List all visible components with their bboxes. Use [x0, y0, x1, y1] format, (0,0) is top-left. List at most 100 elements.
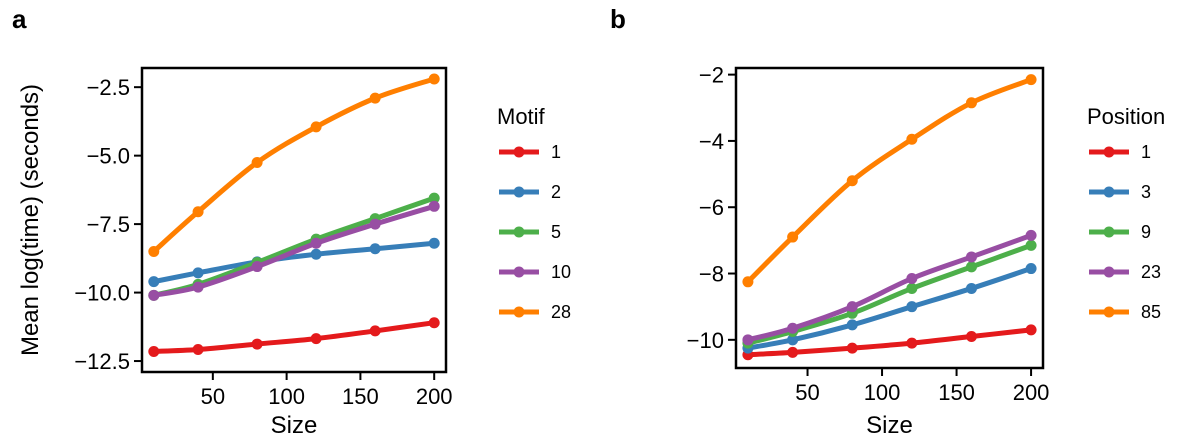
data-point-3 [846, 319, 858, 331]
data-point-3 [1025, 263, 1037, 275]
data-point-3 [787, 334, 799, 346]
legend-label: 5 [551, 222, 561, 242]
data-point-1 [965, 331, 977, 343]
legend-label: 3 [1141, 182, 1151, 202]
data-point-28 [192, 206, 204, 218]
legend-label: 10 [551, 262, 571, 282]
data-point-10 [251, 261, 263, 273]
data-point-2 [310, 248, 322, 260]
legend-swatch-point [1103, 146, 1115, 158]
legend-label: 1 [1141, 142, 1151, 162]
data-point-10 [369, 218, 381, 230]
data-point-2 [369, 243, 381, 255]
legend-swatch-point [1103, 226, 1115, 238]
data-point-23 [846, 301, 858, 313]
legend-label: 85 [1141, 302, 1161, 322]
legend-label: 28 [551, 302, 571, 322]
x-tick-label: 50 [201, 384, 225, 409]
y-tick-label: −2 [699, 63, 724, 88]
data-point-28 [428, 73, 440, 85]
data-point-1 [369, 325, 381, 337]
data-point-1 [310, 333, 322, 345]
data-point-2 [148, 276, 160, 288]
legend-label: 1 [551, 142, 561, 162]
x-tick-label: 200 [416, 384, 453, 409]
legend-swatch-point [1103, 186, 1115, 198]
data-point-1 [1025, 324, 1037, 336]
plot-frame [734, 66, 1045, 370]
legend-title: Position [1087, 104, 1165, 129]
y-tick-label: −12.5 [74, 349, 130, 374]
data-point-1 [846, 342, 858, 354]
data-point-85 [787, 231, 799, 243]
x-tick-label: 100 [864, 380, 901, 405]
data-point-5 [428, 192, 440, 204]
data-point-85 [846, 175, 858, 187]
panel-label: a [12, 4, 27, 34]
x-axis-title: Size [271, 412, 318, 439]
data-point-1 [787, 346, 799, 358]
series-group [148, 73, 440, 357]
legend-swatch-point [1103, 306, 1115, 318]
series-group [742, 74, 1037, 361]
data-point-1 [428, 317, 440, 329]
data-point-85 [965, 97, 977, 109]
data-point-3 [965, 282, 977, 294]
y-tick-label: −4 [699, 129, 724, 154]
data-point-1 [906, 337, 918, 349]
y-tick-label: −7.5 [87, 212, 130, 237]
y-tick-label: −6 [699, 195, 724, 220]
data-point-2 [428, 237, 440, 249]
data-point-28 [251, 156, 263, 168]
data-point-10 [310, 237, 322, 249]
data-point-3 [906, 301, 918, 313]
series-line-28 [151, 76, 437, 254]
y-tick-label: −8 [699, 262, 724, 287]
panel-a: a −12.5 −10.0 −7.5 −5.0 −2.5 50 100 150 200 Size Me… [12, 4, 571, 439]
x-axis-title: Size [866, 412, 913, 439]
data-point-2 [192, 267, 204, 279]
x-tick-label: 50 [795, 380, 819, 405]
x-tick-label: 150 [342, 384, 379, 409]
x-tick-label: 100 [268, 384, 305, 409]
data-point-85 [1025, 74, 1037, 86]
data-point-9 [906, 282, 918, 294]
data-point-23 [742, 334, 754, 346]
data-point-1 [148, 345, 160, 357]
data-point-23 [787, 322, 799, 334]
plot-frame [140, 66, 448, 374]
y-tick-label: −10.0 [74, 281, 130, 306]
legend-swatch-point [513, 266, 525, 278]
data-point-1 [251, 338, 263, 350]
data-point-23 [965, 251, 977, 263]
data-point-85 [906, 133, 918, 145]
legend-swatch-point [1103, 266, 1115, 278]
data-point-28 [310, 121, 322, 133]
x-tick-label: 150 [938, 380, 975, 405]
panel-label: b [610, 4, 626, 34]
y-tick-label: −5.0 [87, 144, 130, 169]
legend-swatch-point [513, 186, 525, 198]
legend-swatch-point [513, 306, 525, 318]
data-point-10 [148, 289, 160, 301]
data-point-1 [192, 344, 204, 356]
legend-swatch-point [513, 146, 525, 158]
data-point-10 [428, 200, 440, 212]
legend-title: Motif [497, 104, 546, 129]
data-point-9 [1025, 239, 1037, 251]
y-tick-label: −2.5 [87, 75, 130, 100]
data-point-9 [965, 261, 977, 273]
legend-swatch-point [513, 226, 525, 238]
x-tick-label: 200 [1013, 380, 1050, 405]
data-point-23 [1025, 229, 1037, 241]
data-point-28 [148, 245, 160, 257]
y-tick-label: −10 [687, 328, 724, 353]
legend-label: 9 [1141, 222, 1151, 242]
data-point-28 [369, 92, 381, 104]
data-point-10 [192, 281, 204, 293]
legend-label: 23 [1141, 262, 1161, 282]
y-axis-title: Mean log(time) (seconds) [17, 84, 44, 356]
data-point-85 [742, 276, 754, 288]
data-point-23 [906, 272, 918, 284]
